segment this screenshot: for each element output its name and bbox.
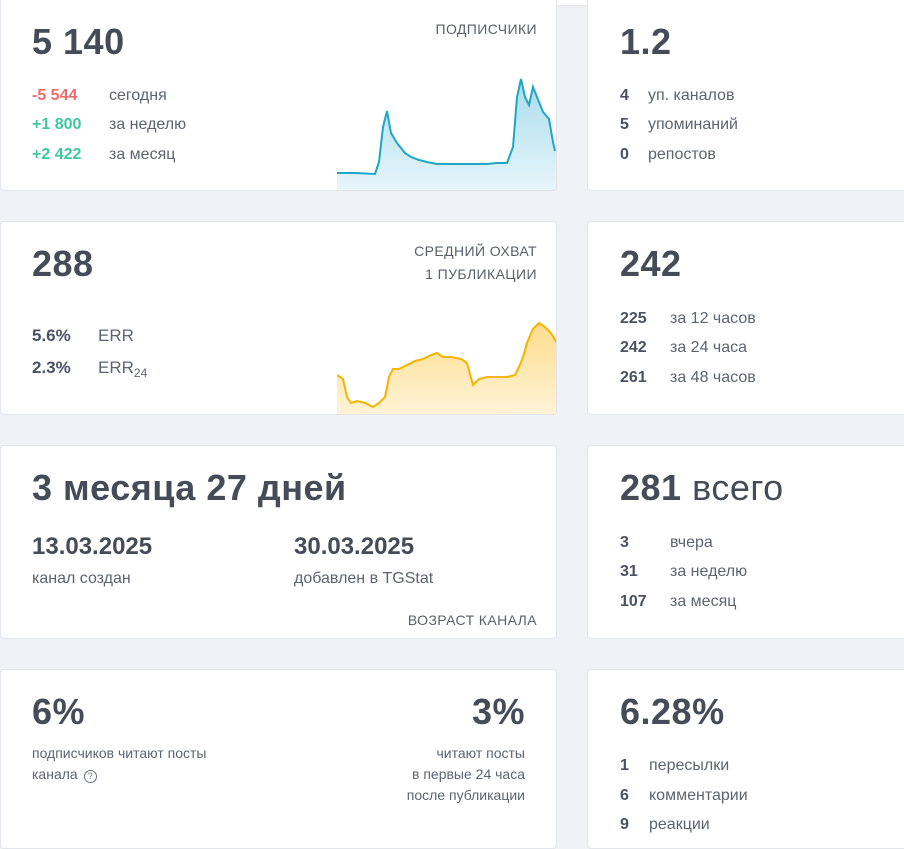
readers-left-text-line2-wrap: канала? bbox=[32, 764, 206, 785]
citation-mentions-value: 5 bbox=[620, 116, 629, 133]
citation-reposts-row: 0 репостов bbox=[620, 147, 716, 163]
reach-caption-line1: СРЕДНИЙ ОХВАТ bbox=[414, 243, 537, 259]
engagement-reactions-label: реакции bbox=[649, 816, 710, 833]
views-value: 242 bbox=[620, 243, 682, 284]
citation-mentions-row: 5 упоминаний bbox=[620, 117, 738, 133]
views-12h-label: за 12 часов bbox=[670, 310, 756, 327]
readers-right-text-line3: после публикации bbox=[406, 787, 525, 803]
citation-channels-row: 4 уп. каналов bbox=[620, 88, 734, 104]
views-24h-label: за 24 часа bbox=[670, 339, 748, 356]
engagement-card[interactable]: 6.28% 1 пересылки 6 комментарии 9 реакции bbox=[587, 669, 904, 849]
subscribers-sparkline bbox=[337, 78, 556, 190]
views-12h-value: 225 bbox=[620, 310, 647, 327]
views-24h-row: 242 за 24 часа bbox=[620, 340, 747, 356]
readers-card[interactable]: 6% подписчиков читают посты канала? 3% ч… bbox=[0, 669, 557, 849]
views-card[interactable]: 242 225 за 12 часов 242 за 24 часа 261 за 4… bbox=[587, 221, 904, 415]
subscribers-today-value: -5 544 bbox=[32, 87, 78, 104]
readers-right-text: читают посты в первые 24 часа после публ… bbox=[407, 743, 525, 806]
reach-caption-line2: 1 ПУБЛИКАЦИИ bbox=[425, 266, 537, 282]
engagement-value: 6.28% bbox=[620, 691, 725, 732]
posts-month-label: за месяц bbox=[670, 593, 737, 610]
subscribers-sparkline-area bbox=[337, 79, 556, 190]
reach-err-value: 5.6% bbox=[32, 326, 71, 345]
posts-value: 281 bbox=[620, 467, 682, 508]
subscribers-week-row: +1 800 за неделю bbox=[32, 117, 186, 133]
engagement-comments-label: комментарии bbox=[649, 787, 748, 804]
reach-err24-row: 2.3% ERR24 bbox=[32, 359, 147, 379]
subscribers-caption: ПОДПИСЧИКИ bbox=[435, 21, 537, 37]
subscribers-month-label: за месяц bbox=[109, 146, 176, 163]
reach-card[interactable]: 288 СРЕДНИЙ ОХВАТ 1 ПУБЛИКАЦИИ 5.6% ERR 2… bbox=[0, 221, 557, 415]
citation-value: 1.2 bbox=[620, 21, 672, 62]
readers-right-text-line2: в первые 24 часа bbox=[412, 766, 525, 782]
reach-err24-value: 2.3% bbox=[32, 358, 71, 377]
views-48h-row: 261 за 48 часов bbox=[620, 370, 756, 386]
age-card[interactable]: 3 месяца 27 дней 13.03.2025 канал создан… bbox=[0, 445, 557, 639]
engagement-comments-value: 6 bbox=[620, 787, 629, 804]
reach-err-row: 5.6% ERR bbox=[32, 327, 134, 344]
posts-yesterday-value: 3 bbox=[620, 534, 629, 551]
age-value: 3 месяца 27 дней bbox=[32, 467, 347, 508]
engagement-forwards-value: 1 bbox=[620, 757, 629, 774]
citation-mentions-label: упоминаний bbox=[648, 116, 738, 133]
added-date: 30.03.2025 bbox=[294, 533, 415, 560]
posts-value-wrap: 281 всего bbox=[620, 470, 784, 506]
reach-value: 288 bbox=[32, 243, 94, 284]
subscribers-week-value: +1 800 bbox=[32, 116, 82, 133]
posts-yesterday-row: 3 вчера bbox=[620, 535, 713, 551]
help-icon[interactable]: ? bbox=[83, 770, 97, 783]
reach-err24-subscript: 24 bbox=[133, 366, 148, 380]
readers-left-value: 6% bbox=[32, 691, 86, 732]
subscribers-week-label: за неделю bbox=[109, 116, 187, 133]
subscribers-value: 5 140 bbox=[32, 21, 125, 62]
views-12h-row: 225 за 12 часов bbox=[620, 311, 756, 327]
reach-err-label: ERR bbox=[98, 326, 134, 345]
age-caption: ВОЗРАСТ КАНАЛА bbox=[407, 612, 537, 628]
citation-reposts-value: 0 bbox=[620, 146, 629, 163]
reach-sparkline bbox=[337, 321, 556, 414]
subscribers-month-value: +2 422 bbox=[32, 146, 82, 163]
engagement-comments-row: 6 комментарии bbox=[620, 788, 748, 804]
added-label: добавлен в TGStat bbox=[294, 570, 434, 587]
posts-week-label: за неделю bbox=[670, 563, 748, 580]
engagement-reactions-row: 9 реакции bbox=[620, 817, 710, 833]
engagement-forwards-label: пересылки bbox=[649, 757, 730, 774]
readers-left-text-line2: канала bbox=[32, 766, 78, 782]
reach-sparkline-line bbox=[337, 321, 556, 409]
citation-reposts-label: репостов bbox=[648, 146, 716, 163]
readers-right-value: 3% bbox=[471, 691, 525, 732]
posts-week-row: 31 за неделю bbox=[620, 564, 747, 580]
reach-sparkline-area bbox=[337, 323, 556, 414]
posts-card[interactable]: 281 всего 3 вчера 31 за неделю 107 за месяц bbox=[587, 445, 904, 639]
subscribers-today-row: -5 544 сегодня bbox=[32, 88, 167, 104]
posts-month-row: 107 за месяц bbox=[620, 594, 736, 610]
reach-err24-label: ERR bbox=[98, 358, 134, 377]
readers-right-text-line1: читают посты bbox=[436, 745, 526, 761]
posts-week-value: 31 bbox=[620, 563, 638, 580]
posts-unit: всего bbox=[692, 467, 784, 508]
engagement-reactions-value: 9 bbox=[620, 816, 629, 833]
posts-yesterday-label: вчера bbox=[670, 534, 713, 551]
views-48h-label: за 48 часов bbox=[670, 369, 756, 386]
views-24h-value: 242 bbox=[620, 339, 647, 356]
citation-channels-label: уп. каналов bbox=[648, 87, 735, 104]
engagement-forwards-row: 1 пересылки bbox=[620, 758, 729, 774]
citation-card[interactable]: 1.2 4 уп. каналов 5 упоминаний 0 репостов bbox=[587, 0, 904, 191]
citation-channels-value: 4 bbox=[620, 87, 629, 104]
subscribers-card[interactable]: 5 140 ПОДПИСЧИКИ -5 544 сегодня +1 800 за … bbox=[0, 0, 557, 191]
subscribers-today-label: сегодня bbox=[109, 87, 167, 104]
created-label: канал создан bbox=[32, 570, 131, 587]
subscribers-month-row: +2 422 за месяц bbox=[32, 147, 175, 163]
posts-month-value: 107 bbox=[620, 593, 647, 610]
views-48h-value: 261 bbox=[620, 369, 647, 386]
readers-left-text-line1: подписчиков читают посты bbox=[32, 745, 207, 761]
subscribers-sparkline-line bbox=[337, 78, 556, 176]
created-date: 13.03.2025 bbox=[32, 533, 153, 560]
readers-left-text: подписчиков читают посты канала? bbox=[32, 743, 206, 785]
